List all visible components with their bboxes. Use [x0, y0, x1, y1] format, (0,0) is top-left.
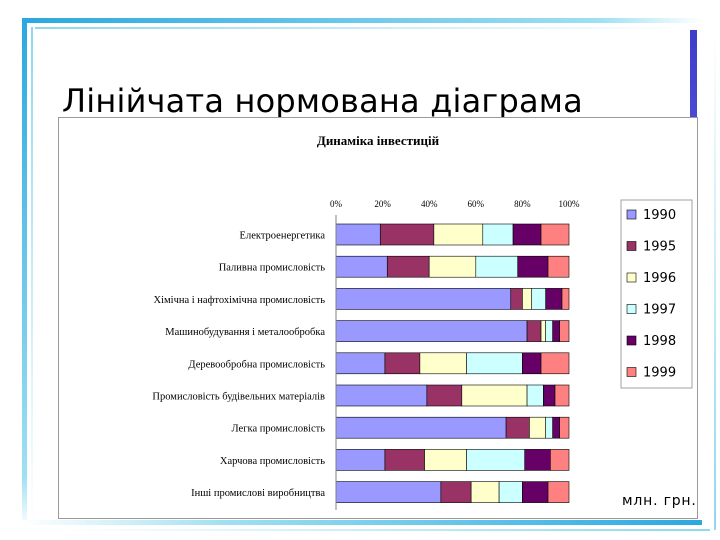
bar-segment-1996 — [540, 320, 547, 342]
bar-segment-1996 — [424, 449, 467, 471]
bar-segment-1997 — [526, 384, 544, 407]
bar-segment-1997 — [482, 223, 514, 246]
left-thin-line — [31, 27, 33, 527]
bar-segment-1998 — [522, 352, 542, 375]
bar-segment-1996 — [470, 481, 500, 503]
bar-segment-1998 — [512, 223, 542, 246]
category-label: Промисловість будівельних матеріалів — [152, 392, 325, 403]
bar-segment-1996 — [419, 352, 467, 375]
bottom-thin-line — [60, 529, 710, 531]
bar-segment-1995 — [510, 288, 523, 310]
bar-segment-1995 — [384, 352, 421, 375]
right-thin-line — [714, 30, 716, 530]
bar-segment-1997 — [466, 449, 526, 471]
legend-label: 1997 — [643, 303, 676, 318]
bar-segment-1997 — [475, 255, 519, 278]
legend: 1990 1995 1996 1997 1998 1999 — [620, 199, 693, 389]
unit-label: млн. грн. — [622, 493, 697, 509]
bar-segment-1990 — [335, 384, 428, 407]
legend-swatch — [626, 304, 637, 314]
chart-title: Динаміка інвестицій — [317, 133, 440, 148]
bar-segment-1996 — [529, 416, 547, 439]
bar-segment-1998 — [517, 255, 549, 278]
bar-segment-1990 — [335, 416, 507, 439]
bar-segment-1999 — [540, 223, 570, 246]
category-label: Електроенергетика — [240, 231, 326, 242]
legend-label: 1998 — [643, 334, 676, 349]
legend-swatch — [626, 335, 637, 346]
bar-segment-1996 — [461, 384, 528, 407]
legend-label: 1990 — [643, 208, 676, 223]
legend-swatch — [626, 209, 637, 220]
x-tick-label: 0% — [330, 199, 343, 209]
category-label: Легка промисловість — [232, 424, 326, 435]
legend-label: 1999 — [643, 366, 676, 381]
legend-label: 1996 — [643, 271, 676, 286]
top-accent-bar — [22, 18, 702, 23]
bar-segment-1999 — [550, 449, 570, 471]
legend-label: 1995 — [643, 240, 676, 255]
bar-segment-1990 — [335, 352, 386, 375]
bar-segment-1998 — [543, 384, 556, 407]
bar-segment-1990 — [335, 320, 528, 342]
bar-segment-1997 — [531, 288, 547, 310]
top-thin-line — [35, 27, 685, 29]
bar-segment-1999 — [547, 255, 570, 278]
x-axis-ticks: 0% 20% 40% 60% 80% 100% — [330, 199, 580, 209]
bar-segment-1990 — [335, 223, 381, 246]
bar-segment-1995 — [384, 449, 425, 471]
bar-segment-1996 — [522, 288, 533, 310]
bar-segment-1997 — [545, 416, 553, 439]
x-tick-label: 80% — [514, 199, 531, 209]
bar-segment-1996 — [433, 223, 484, 246]
category-labels: Електроенергетика Паливна промисловість Хі… — [152, 231, 325, 500]
category-label: Паливна промисловість — [219, 263, 326, 274]
bar-segment-1990 — [335, 255, 388, 278]
bar-segment-1990 — [335, 481, 442, 503]
bar-segment-1997 — [545, 320, 553, 342]
x-tick-label: 60% — [468, 199, 485, 209]
legend-swatch — [626, 367, 637, 377]
category-label: Інші промислові виробництва — [191, 488, 325, 499]
x-tick-label: 100% — [559, 199, 581, 209]
bar-segment-1995 — [379, 223, 435, 246]
category-label: Харчова промисловість — [220, 456, 325, 467]
bar-segment-1990 — [335, 449, 386, 471]
bar-segment-1995 — [426, 384, 463, 407]
bar-segments — [335, 223, 570, 503]
legend-swatch — [626, 272, 637, 283]
bar-segment-1999 — [559, 320, 570, 342]
bar-segment-1997 — [466, 352, 523, 375]
category-label: Деревообробна промисловість — [188, 359, 325, 370]
x-tick-label: 40% — [421, 199, 438, 209]
bar-segment-1999 — [554, 384, 570, 407]
bar-segment-1999 — [547, 481, 570, 503]
bar-segment-1999 — [561, 288, 570, 310]
category-label: Машинобудування і металообробка — [165, 327, 325, 338]
bar-segment-1998 — [524, 449, 551, 471]
bar-segment-1999 — [540, 352, 570, 375]
bar-segment-1990 — [335, 288, 512, 310]
left-accent-bar — [22, 18, 27, 528]
x-tick-label: 20% — [374, 199, 391, 209]
bar-segment-1997 — [498, 481, 523, 503]
bar-segment-1995 — [386, 255, 430, 278]
bar-segment-1998 — [552, 320, 560, 342]
legend-swatch — [626, 241, 637, 251]
chart-frame: Динаміка інвестицій 0% 20% 40% 60% 80% 100% Е… — [58, 117, 698, 519]
bar-segment-1995 — [526, 320, 542, 342]
legend-box — [620, 199, 693, 389]
bar-segment-1998 — [552, 416, 560, 439]
bar-segment-1995 — [440, 481, 472, 503]
bar-segment-1996 — [428, 255, 477, 278]
bar-segment-1999 — [559, 416, 570, 439]
bottom-accent-bar — [22, 520, 702, 525]
slide-title: Лінійчата нормована діаграма — [62, 82, 583, 120]
category-label: Хімічна і нафтохімічна промисловість — [154, 295, 326, 306]
bar-segment-1995 — [505, 416, 530, 439]
stacked-bar-chart: Динаміка інвестицій 0% 20% 40% 60% 80% 100% Е… — [152, 133, 697, 510]
bar-segment-1998 — [522, 481, 549, 503]
bar-segment-1998 — [545, 288, 563, 310]
